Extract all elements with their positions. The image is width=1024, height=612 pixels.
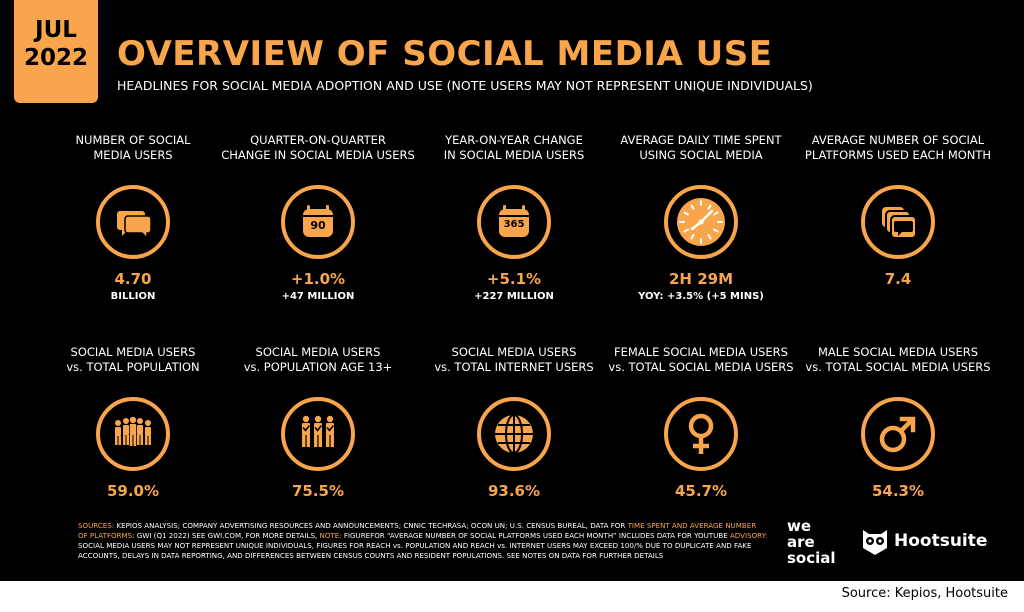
stat-label: AVERAGE DAILY TIME SPENT USING SOCIAL MED…: [620, 133, 782, 162]
stat-label: SOCIAL MEDIA USERS vs. TOTAL POPULATION: [66, 345, 200, 374]
clock-icon: [664, 185, 738, 259]
female-symbol-icon: [664, 397, 738, 471]
calendar-number: 365: [503, 219, 525, 230]
stat-subvalue: +227 MILLION: [474, 291, 554, 302]
stat-value: +5.1%: [486, 270, 542, 288]
hootsuite-logo: Hootsuite: [860, 526, 1010, 556]
stat-value: 2H 29M: [668, 270, 733, 288]
stat-label: SOCIAL MEDIA USERS vs. POPULATION AGE 13+: [243, 345, 393, 374]
stat-value: 45.7%: [674, 482, 728, 500]
stat-value: 93.6%: [487, 482, 541, 500]
stat-label: YEAR-ON-YEAR CHANGE IN SOCIAL MEDIA USERS: [443, 133, 585, 162]
date-month: JUL: [35, 17, 77, 43]
stat-subvalue: +47 MILLION: [281, 291, 355, 302]
we-are-social-logo: we are social: [787, 517, 836, 567]
stat-label: MALE SOCIAL MEDIA USERS vs. TOTAL SOCIAL …: [805, 345, 991, 374]
calendar-number: 90: [310, 219, 326, 232]
stat-value: 54.3%: [871, 482, 925, 500]
globe-icon: [477, 397, 551, 471]
calendar-90-icon: 90: [281, 185, 355, 259]
adults-checkmark-icon: [281, 397, 355, 471]
page-title: OVERVIEW OF SOCIAL MEDIA USE: [117, 34, 773, 74]
male-symbol-icon: [861, 397, 935, 471]
page-subtitle: HEADLINES FOR SOCIAL MEDIA ADOPTION AND …: [117, 78, 813, 93]
source-caption: Source: Kepios, Hootsuite: [841, 586, 1008, 601]
stat-value: 75.5%: [291, 482, 345, 500]
calendar-365-icon: 365: [477, 185, 551, 259]
stat-value: 4.70: [114, 270, 152, 288]
date-year: 2022: [23, 45, 88, 71]
stat-label: QUARTER-ON-QUARTER CHANGE IN SOCIAL MEDIA…: [221, 133, 415, 162]
owl-icon: [863, 530, 887, 555]
stat-subvalue: YOY: +3.5% (+5 MINS): [638, 291, 764, 302]
date-badge: JUL 2022: [14, 0, 98, 103]
stat-subvalue: BILLION: [110, 291, 156, 302]
stacked-platforms-icon: [861, 185, 935, 259]
stat-label: SOCIAL MEDIA USERS vs. TOTAL INTERNET USE…: [434, 345, 594, 374]
infographic-panel: JUL 2022 OVERVIEW OF SOCIAL MEDIA USE HE…: [0, 0, 1024, 581]
stat-label: AVERAGE NUMBER OF SOCIAL PLATFORMS USED E…: [804, 133, 992, 162]
stat-label: FEMALE SOCIAL MEDIA USERS vs. TOTAL SOCIA…: [608, 345, 794, 374]
stat-value: +1.0%: [290, 270, 346, 288]
stat-value: 7.4: [884, 270, 912, 288]
stat-label: NUMBER OF SOCIAL MEDIA USERS: [75, 133, 191, 162]
footer-notes: SOURCES: KEPIOS ANALYSIS; COMPANY ADVERT…: [78, 521, 768, 560]
speech-bubbles-icon: [96, 185, 170, 259]
population-icon: [96, 397, 170, 471]
stat-value: 59.0%: [106, 482, 160, 500]
